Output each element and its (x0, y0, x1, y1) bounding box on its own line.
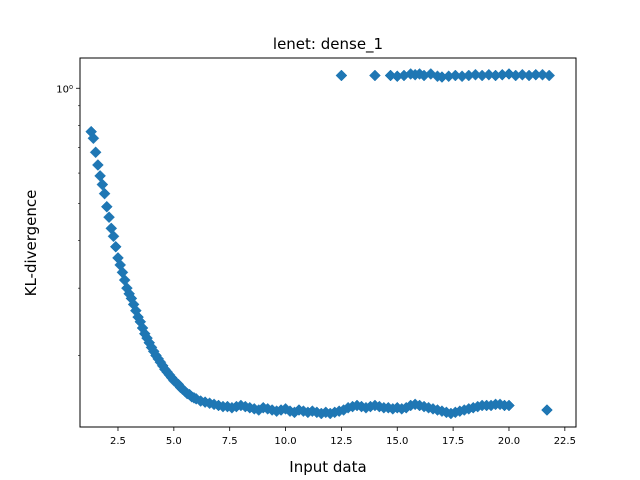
x-tick-label: 15.0 (386, 436, 408, 447)
plot-points (85, 68, 556, 420)
data-point (89, 146, 102, 159)
x-axis-ticks: 2.5 5.0 7.5 10.0 12.5 15.0 17.5 20.0 22.5 (110, 427, 576, 447)
data-point (87, 132, 100, 145)
x-tick-label: 22.5 (554, 436, 576, 447)
x-axis-label: Input data (289, 458, 366, 476)
x-tick-label: 2.5 (110, 436, 126, 447)
x-tick-label: 20.0 (498, 436, 520, 447)
data-point (107, 230, 120, 243)
x-tick-label: 12.5 (330, 436, 352, 447)
x-tick-label: 7.5 (222, 436, 238, 447)
x-tick-label: 17.5 (442, 436, 464, 447)
data-point (98, 187, 111, 200)
x-tick-label: 10.0 (274, 436, 296, 447)
data-point (109, 240, 122, 253)
x-tick-label: 5.0 (166, 436, 182, 447)
data-point (100, 200, 113, 213)
data-point (103, 211, 115, 224)
data-point (96, 178, 109, 191)
y-axis-label: KL-divergence (22, 190, 40, 297)
data-point (543, 69, 556, 82)
data-point (369, 69, 381, 82)
chart-title: lenet: dense_1 (273, 35, 383, 54)
data-point (541, 404, 553, 416)
data-point (92, 159, 104, 171)
data-point (503, 399, 515, 412)
plot-frame (79, 57, 577, 428)
y-tick-label: 10⁰ (56, 84, 73, 95)
y-axis-ticks: 10⁰ (56, 84, 80, 356)
data-point (335, 69, 348, 82)
